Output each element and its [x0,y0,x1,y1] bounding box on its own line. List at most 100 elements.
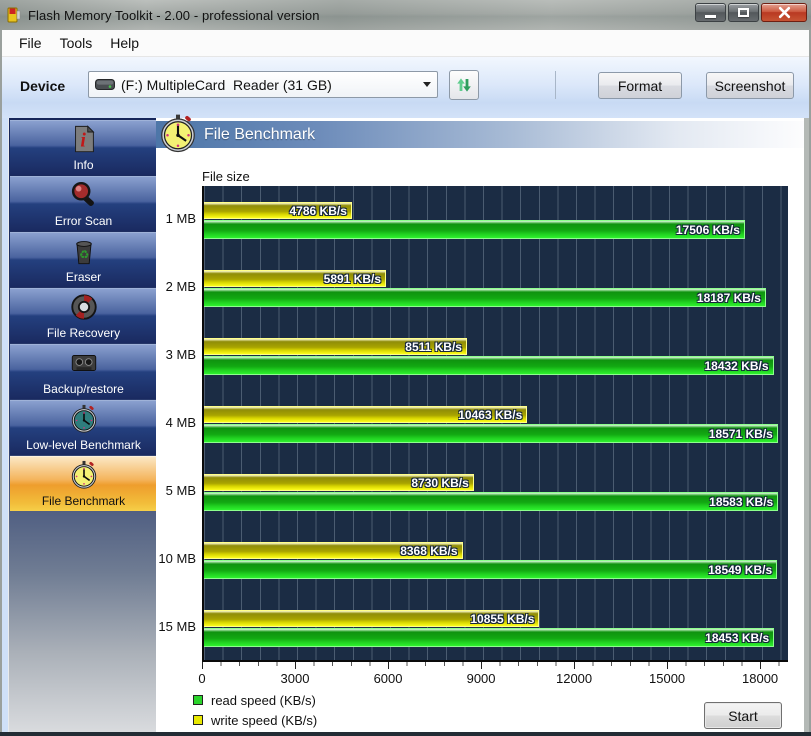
category-label: 2 MB [165,279,196,294]
panel-title: File Benchmark [204,125,316,143]
read-bar: 18583 KB/s [204,492,779,511]
sidebar-item-backup-restore[interactable]: Backup/restore [10,344,157,399]
sidebar-item-label: File Benchmark [41,494,126,508]
bar-value-label: 8511 KB/s [405,339,462,354]
chart-title: File size [202,169,250,184]
category-label: 5 MB [165,483,196,498]
major-tick [388,662,390,669]
sidebar-item-label: Low-level Benchmark [26,438,141,452]
bar-group-5-mb: 8730 KB/s 18583 KB/s [204,458,788,526]
window-title: Flash Memory Toolkit - 2.00 - profession… [28,7,320,23]
menu-bar: File Tools Help [2,30,809,57]
content-area: i Info Error Scan ♻ Eraser File Recovery Backu… [2,114,809,732]
legend-swatch [193,715,203,725]
bar-group-15-mb: 10855 KB/s 18453 KB/s [204,594,788,662]
sidebar-item-low-level-benchmark[interactable]: Low-level Benchmark [10,400,157,455]
refresh-device-button[interactable] [449,70,479,100]
plot-area: 4786 KB/s 17506 KB/s 5891 KB/s 18187 KB/s 85… [202,186,788,662]
category-label: 3 MB [165,347,196,362]
bar-value-label: 5891 KB/s [323,271,382,286]
sidebar-item-label: Eraser [65,270,102,284]
category-labels: 1 MB 2 MB 3 MB 4 MB 5 MB 10 MB 15 MB [156,186,198,662]
start-button[interactable]: Start [704,702,782,729]
sidebar-item-label: Info [73,158,94,172]
category-label: 15 MB [158,619,196,634]
bar-group-2-mb: 5891 KB/s 18187 KB/s [204,254,788,322]
minimize-button[interactable] [695,3,726,22]
svg-text:♻: ♻ [78,250,88,262]
title-bar: Flash Memory Toolkit - 2.00 - profession… [0,0,811,30]
window-frame-bottom [0,732,811,736]
read-bar: 18432 KB/s [204,356,774,375]
screenshot-button[interactable]: Screenshot [706,72,794,99]
menu-item-help[interactable]: Help [110,35,140,51]
write-bar: 8368 KB/s [204,542,463,559]
category-label: 1 MB [165,211,196,226]
close-icon [778,6,790,19]
read-bar: 18549 KB/s [204,560,778,579]
trash-icon: ♻ [69,236,99,266]
svg-text:i: i [80,130,86,152]
x-tick-label: 18000 [742,671,779,686]
major-tick [202,662,203,669]
category-label: 10 MB [158,551,196,566]
read-bar: 18571 KB/s [204,424,778,443]
major-tick [574,662,576,669]
bar-value-label: 18453 KB/s [705,630,770,645]
magnifier-icon [69,180,99,210]
legend-row: write speed (KB/s) [193,710,317,730]
chevron-down-icon [423,82,431,87]
cassette-icon [69,348,99,378]
write-bar: 5891 KB/s [204,270,387,287]
sidebar-item-label: File Recovery [46,326,121,340]
x-tick-label: 3000 [280,671,310,686]
sidebar-item-eraser[interactable]: ♻ Eraser [10,232,157,287]
life-ring-icon [69,292,99,322]
sidebar-item-file-benchmark[interactable]: File Benchmark [10,456,157,511]
device-label: Device [20,78,66,94]
sidebar-item-info[interactable]: i Info [10,120,157,175]
drive-icon [95,79,115,90]
bar-value-label: 4786 KB/s [289,203,347,218]
stopwatch-teal-icon [69,404,99,434]
write-bar: 4786 KB/s [204,202,352,219]
sidebar-item-error-scan[interactable]: Error Scan [10,176,157,231]
legend-label: read speed (KB/s) [211,692,316,708]
menu-item-file[interactable]: File [19,35,42,51]
read-bar: 18187 KB/s [204,288,766,307]
bar-value-label: 18187 KB/s [696,290,761,305]
major-tick [667,662,669,669]
bar-value-label: 18549 KB/s [708,562,773,577]
major-tick [295,662,297,669]
toolbar-separator [555,71,556,99]
legend-label: write speed (KB/s) [211,712,318,728]
sidebar-item-file-recovery[interactable]: File Recovery [10,288,157,343]
bar-group-3-mb: 8511 KB/s 18432 KB/s [204,322,788,390]
bar-group-10-mb: 8368 KB/s 18549 KB/s [204,526,788,594]
x-tick-label: 0 [198,671,206,686]
x-tick-label: 9000 [466,671,496,686]
format-button[interactable]: Format [598,72,682,99]
close-button[interactable] [761,3,807,22]
bar-value-label: 8368 KB/s [400,543,458,558]
refresh-icon [457,78,471,92]
device-select[interactable]: (F:) MultipleCard Reader (31 GB) [88,71,438,98]
menu-item-tools[interactable]: Tools [59,35,93,51]
bar-value-label: 18583 KB/s [709,494,774,509]
bar-value-label: 10855 KB/s [470,611,535,626]
bar-value-label: 10463 KB/s [458,407,523,422]
maximize-icon [738,8,749,17]
write-bar: 8730 KB/s [204,474,474,491]
maximize-button[interactable] [728,3,759,22]
bar-value-label: 8730 KB/s [411,475,469,490]
sidebar-item-label: Error Scan [54,214,113,228]
stopwatch-yellow-icon [69,460,99,490]
bar-value-label: 18432 KB/s [704,358,769,373]
read-bar: 18453 KB/s [204,628,775,647]
major-tick [481,662,483,669]
x-axis-labels: 0 3000 6000 9000 12000 15000 18000 [198,671,802,687]
main-panel: File Benchmark File size 4786 KB/s 17506 … [156,114,806,732]
toolbar: Device (F:) MultipleCard Reader (31 GB) … [2,57,809,118]
bar-value-label: 18571 KB/s [708,426,773,441]
category-label: 4 MB [165,415,196,430]
